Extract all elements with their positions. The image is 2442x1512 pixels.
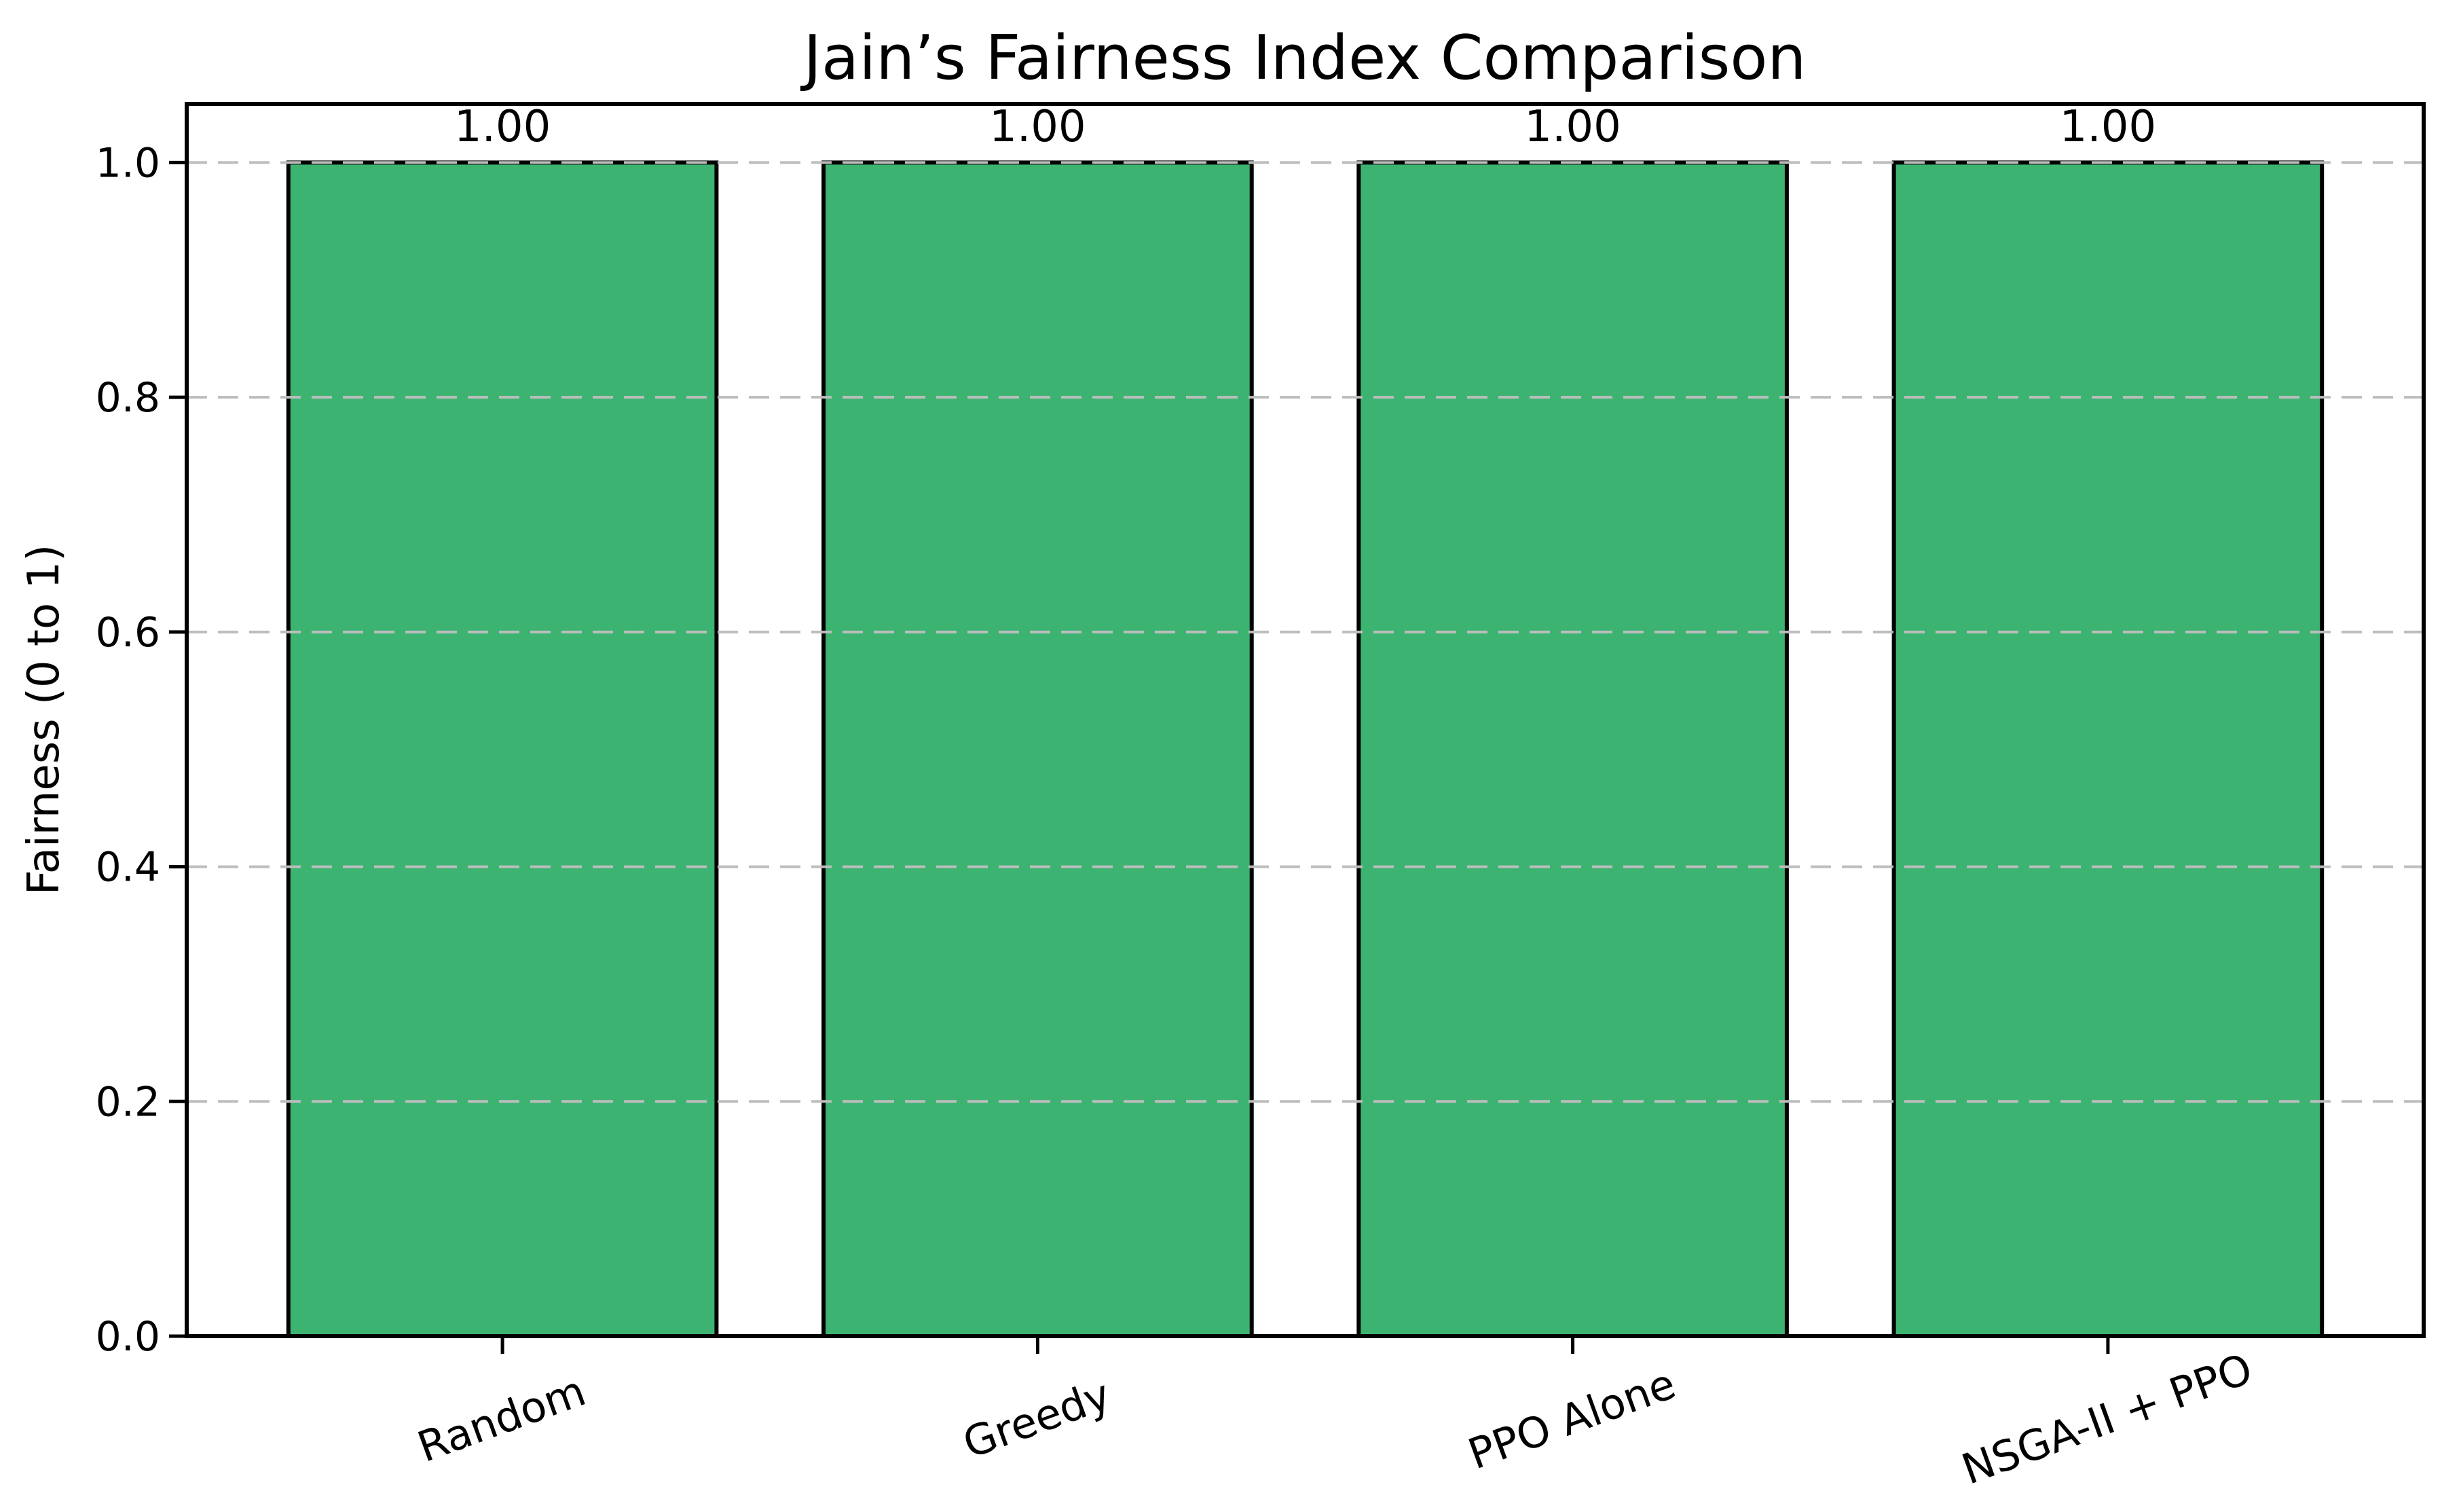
x-tick-label: Random: [411, 1366, 592, 1472]
y-tick-label: 0.8: [96, 374, 160, 422]
bar: [821, 160, 1254, 1338]
x-ticks-group: [500, 1336, 2110, 1354]
y-tick-labels-group: 0.0 0.2 0.4 0.6 0.8 1.0: [96, 139, 160, 1361]
bar: [286, 160, 719, 1338]
x-tick-labels-group: Random Greedy PPO Alone NSGA-II + PPO: [411, 1344, 2259, 1494]
bar-value-label: 1.00: [454, 102, 551, 152]
y-tick-label: 1.0: [96, 139, 160, 187]
y-tick-label: 0.2: [96, 1078, 160, 1126]
y-ticks-group: [169, 160, 187, 1338]
plot-border: [185, 102, 2426, 1338]
bar: [1891, 160, 2325, 1338]
y-tick-label: 0.6: [96, 609, 160, 657]
y-axis-label: Fairness (0 to 1): [19, 545, 69, 895]
chart-title: Jain’s Fairness Index Comparison: [800, 22, 1807, 94]
bar-value-label: 1.00: [2060, 102, 2157, 152]
x-tick-label: Greedy: [957, 1369, 1117, 1468]
bar-value-label: 1.00: [989, 102, 1086, 152]
y-tick-label: 0.4: [96, 844, 160, 891]
bar-value-label: 1.00: [1524, 102, 1621, 152]
x-tick-label: NSGA-II + PPO: [1955, 1344, 2259, 1494]
bars-group: [286, 160, 2325, 1338]
x-tick-label: PPO Alone: [1462, 1359, 1682, 1479]
bar-value-labels-group: 1.00 1.00 1.00 1.00: [454, 102, 2156, 152]
bar: [1356, 160, 1789, 1338]
y-tick-label: 0.0: [96, 1313, 160, 1361]
